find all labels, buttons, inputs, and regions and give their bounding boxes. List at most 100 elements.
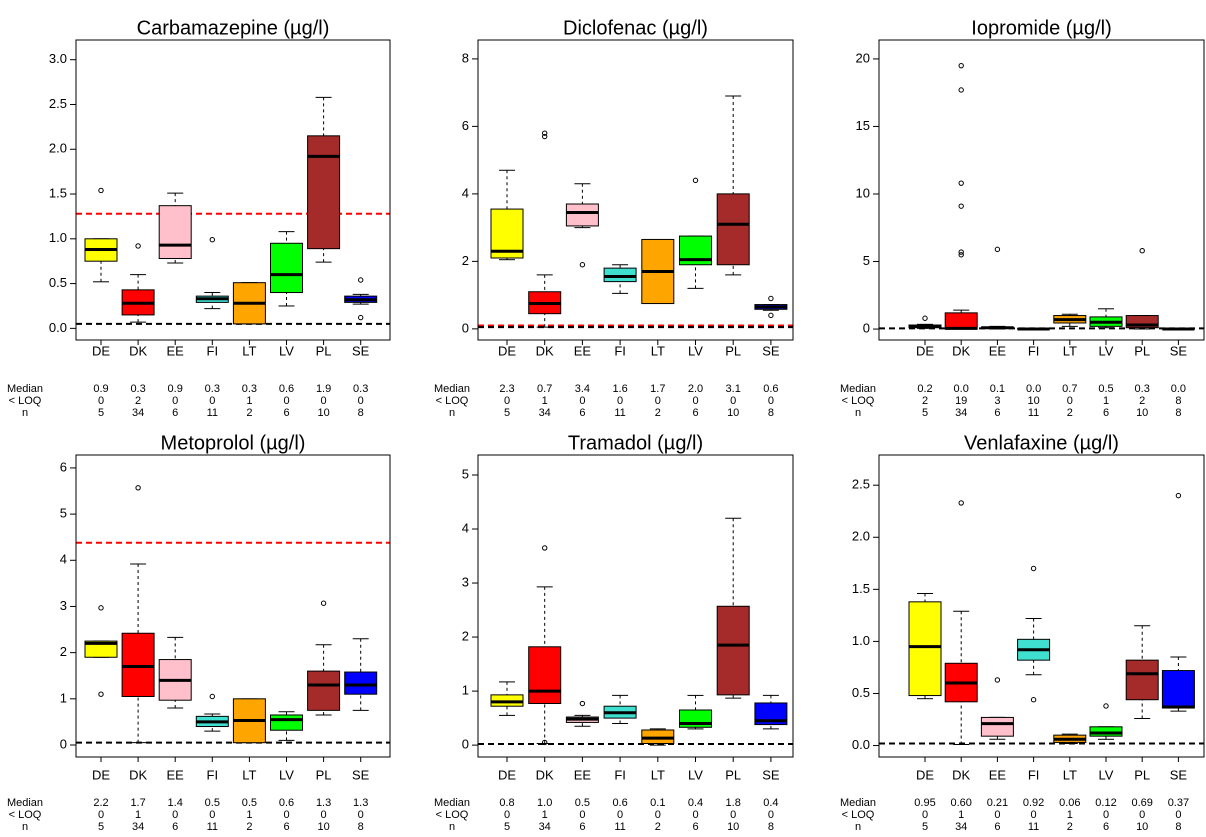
table-cell: 10	[317, 407, 329, 419]
table-cell: 11	[1028, 407, 1039, 419]
table-cell: 34	[132, 407, 144, 419]
table-cell: 2	[655, 407, 661, 419]
table-cell: 6	[692, 407, 698, 419]
outlier	[98, 187, 104, 194]
outlier	[994, 246, 1001, 253]
table-cell: 1.9	[316, 383, 331, 395]
table-cell: 8	[1175, 821, 1181, 833]
table-cell: 0.37	[1168, 797, 1189, 809]
box	[307, 670, 341, 711]
x-tick-label: LV	[688, 767, 703, 782]
table-cell: 0	[655, 809, 661, 821]
y-tick-label: 0.5	[852, 685, 870, 700]
table-cell: 0.5	[242, 797, 257, 809]
x-tick-label: LT	[1063, 767, 1077, 782]
table-cell: 0	[1103, 809, 1109, 821]
table-cell: 0.5	[205, 797, 220, 809]
table-cell: 0.7	[1062, 383, 1077, 395]
outlier	[958, 500, 964, 506]
box	[307, 135, 341, 250]
table-cell: 0	[358, 809, 364, 821]
outlier	[98, 691, 104, 697]
table-cell: 0.6	[612, 797, 627, 809]
table-row-label: Median	[840, 383, 876, 395]
panel-title: Diclofenac (µg/l)	[563, 17, 708, 39]
table-row-label: n	[855, 821, 861, 833]
x-tick-label: PL	[1134, 767, 1150, 782]
box	[158, 205, 192, 260]
table-cell: 34	[955, 407, 967, 419]
box	[603, 267, 637, 283]
table-cell: 34	[132, 821, 144, 833]
table-cell: 3.1	[726, 383, 741, 395]
y-tick-label: 8	[462, 50, 469, 65]
table-cell: 1	[958, 809, 964, 821]
table-cell: 0.0	[954, 383, 969, 395]
outlier	[542, 133, 548, 140]
table-cell: 1	[246, 395, 252, 407]
table-cell: 0	[655, 395, 661, 407]
table-cell: 5	[922, 407, 928, 419]
table-cell: 0.69	[1131, 797, 1152, 809]
outlier	[358, 277, 364, 283]
table-cell: 0	[768, 395, 774, 407]
box	[980, 716, 1014, 737]
table-cell: 0.12	[1095, 797, 1116, 809]
table-cell: 10	[1136, 407, 1148, 419]
table-cell: 0.4	[763, 797, 778, 809]
table-cell: 0	[98, 395, 104, 407]
y-tick-label: 5	[60, 506, 67, 521]
box	[1161, 670, 1195, 709]
table-cell: 0.5	[575, 797, 590, 809]
x-tick-label: LT	[242, 343, 256, 358]
table-cell: 8	[768, 821, 774, 833]
y-tick-label: 1.5	[49, 185, 67, 200]
panel-title: Metoprolol (µg/l)	[161, 432, 306, 454]
x-tick-label: DE	[916, 767, 934, 782]
table-cell: 1	[542, 395, 548, 407]
table-cell: 5	[98, 407, 104, 419]
x-tick-label: EE	[574, 343, 592, 358]
outlier	[320, 600, 327, 606]
table-cell: 0.0	[1026, 383, 1041, 395]
box	[908, 601, 942, 697]
panel-title: Carbamazepine (µg/l)	[137, 17, 330, 39]
table-row-label: < LOQ	[842, 809, 875, 821]
plot-frame	[75, 39, 391, 341]
plot-frame	[477, 454, 794, 758]
table-cell: 8	[1175, 407, 1181, 419]
table-cell: 3.4	[575, 383, 590, 395]
table-cell: 0	[579, 809, 585, 821]
table-cell: 1	[135, 809, 141, 821]
x-tick-label: PL	[316, 343, 332, 358]
outlier	[922, 315, 928, 321]
table-cell: 5	[922, 821, 928, 833]
table-cell: 6	[283, 821, 289, 833]
table-cell: 6	[283, 407, 289, 419]
y-tick-label: 6	[462, 118, 469, 133]
table-cell: 3	[994, 395, 1000, 407]
table-cell: 0.5	[1098, 383, 1113, 395]
x-tick-label: EE	[989, 343, 1007, 358]
plot-frame	[878, 39, 1205, 341]
x-tick-label: LV	[688, 343, 703, 358]
table-cell: 6	[692, 821, 698, 833]
table-cell: 0	[283, 809, 289, 821]
y-tick-label: 1	[60, 690, 67, 705]
table-cell: 0.3	[242, 383, 257, 395]
x-tick-label: DK	[952, 767, 970, 782]
y-tick-label: 2.5	[852, 477, 870, 492]
table-cell: 0	[283, 395, 289, 407]
table-cell: 11	[207, 407, 218, 419]
x-tick-label: DK	[952, 343, 970, 358]
table-cell: 2	[246, 407, 252, 419]
table-cell: 0	[1067, 395, 1073, 407]
y-tick-label: 10	[856, 185, 870, 200]
x-tick-label: LV	[279, 343, 294, 358]
y-tick-label: 1.0	[49, 230, 67, 245]
y-tick-label: 1.0	[852, 633, 870, 648]
panel-title: Tramadol (µg/l)	[568, 432, 703, 454]
y-tick-label: 4	[60, 552, 67, 567]
table-cell: 2	[655, 821, 661, 833]
